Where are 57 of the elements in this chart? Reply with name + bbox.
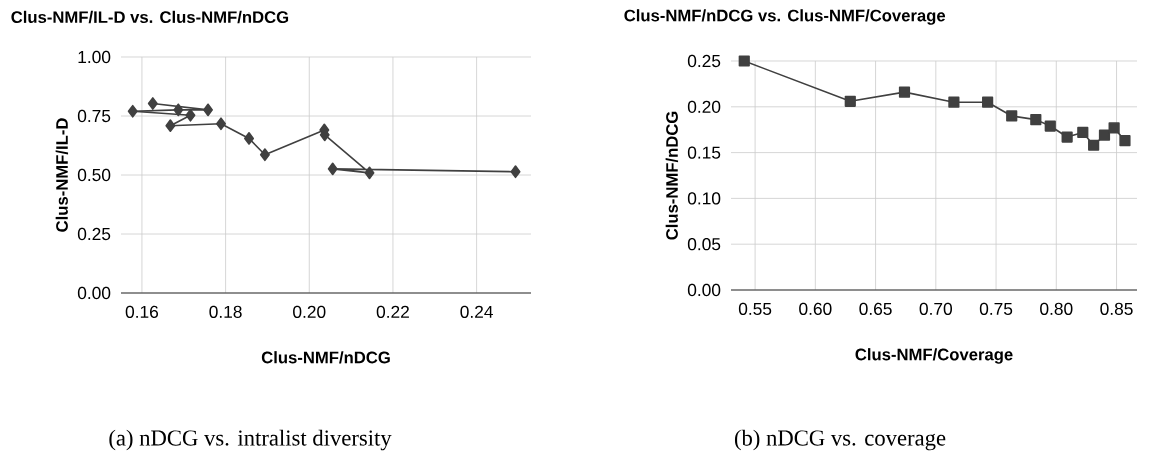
x-tick-label: 0.60	[799, 302, 832, 315]
point	[259, 148, 270, 162]
point	[364, 166, 375, 180]
y-tick-label: 0.00	[77, 286, 111, 300]
point	[1119, 135, 1131, 147]
point	[510, 165, 521, 179]
y-tick-label: 0.75	[77, 109, 111, 123]
point	[948, 96, 960, 108]
x-tick-label: 0.22	[376, 305, 409, 318]
y-tick-label: 1.00	[78, 50, 111, 64]
x-tick-label: 0.24	[460, 305, 493, 318]
point	[982, 96, 994, 108]
point	[1061, 131, 1073, 143]
x-tick-label: 0.70	[919, 302, 953, 315]
x-tick-label: 0.18	[209, 305, 242, 318]
point	[244, 132, 255, 145]
point	[165, 119, 176, 133]
point	[173, 103, 184, 117]
y-tick-label: 0.15	[687, 146, 721, 159]
x-tick-label: 0.20	[293, 305, 326, 318]
y-axis-title: Clus-NMF/IL-D	[55, 118, 69, 232]
x-tick-label: 0.75	[979, 302, 1013, 315]
x-tick-label: 0.80	[1040, 302, 1073, 315]
point	[1098, 129, 1111, 141]
x-tick-label: 0.16	[125, 305, 159, 318]
y-tick-label: 0.10	[687, 192, 721, 205]
y-tick-label: 0.25	[77, 227, 111, 241]
y-tick-label: 0.00	[687, 283, 721, 297]
x-axis-title: Clus-NMF/Coverage	[855, 348, 1013, 364]
point	[185, 108, 196, 122]
point	[147, 97, 158, 110]
x-tick-label: 0.85	[1100, 302, 1133, 315]
point	[1044, 120, 1056, 132]
y-axis-title: Clus-NMF/nDCG	[665, 111, 679, 240]
point	[1077, 126, 1089, 139]
point	[327, 162, 338, 176]
point	[127, 104, 138, 118]
y-tick-label: 0.25	[687, 54, 721, 68]
point	[1030, 114, 1042, 126]
chart-title: Clus-NMF/IL-D vs. Clus-NMF/nDCG	[11, 10, 289, 24]
point	[898, 86, 911, 98]
point	[1088, 139, 1100, 151]
text: (a) nDCG vs. intralist diversity	[109, 429, 392, 451]
y-tick-label: 0.50	[77, 168, 111, 182]
point	[844, 95, 856, 107]
text: (b) nDCG vs. coverage	[734, 429, 946, 451]
x-tick-label: 0.65	[859, 302, 892, 315]
point	[203, 103, 214, 117]
point	[215, 117, 226, 131]
point	[1006, 110, 1018, 122]
x-axis-title: Clus-NMF/nDCG	[261, 351, 390, 364]
chart-title: Clus-NMF/nDCG vs. Clus-NMF/Coverage	[624, 9, 946, 25]
y-tick-label: 0.20	[687, 100, 721, 113]
x-tick-label: 0.55	[738, 302, 772, 315]
point	[1108, 122, 1120, 134]
y-tick-label: 0.05	[687, 238, 721, 251]
point	[738, 55, 750, 67]
